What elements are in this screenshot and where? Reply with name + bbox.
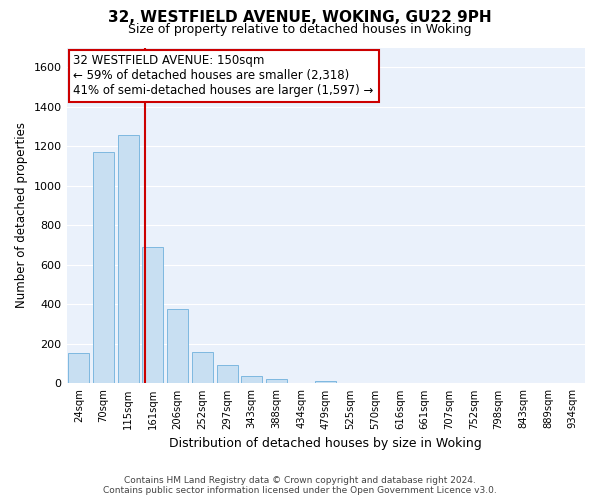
- Text: 32, WESTFIELD AVENUE, WOKING, GU22 9PH: 32, WESTFIELD AVENUE, WOKING, GU22 9PH: [108, 10, 492, 25]
- Bar: [217, 365, 238, 384]
- Bar: [93, 152, 114, 384]
- Bar: [266, 379, 287, 384]
- Bar: [118, 135, 139, 384]
- Text: Contains HM Land Registry data © Crown copyright and database right 2024.
Contai: Contains HM Land Registry data © Crown c…: [103, 476, 497, 495]
- Y-axis label: Number of detached properties: Number of detached properties: [15, 122, 28, 308]
- Bar: [142, 248, 163, 384]
- Bar: [192, 352, 213, 384]
- Bar: [315, 380, 336, 384]
- Bar: [241, 376, 262, 384]
- Bar: [68, 354, 89, 384]
- Text: 32 WESTFIELD AVENUE: 150sqm
← 59% of detached houses are smaller (2,318)
41% of : 32 WESTFIELD AVENUE: 150sqm ← 59% of det…: [73, 54, 374, 98]
- Bar: [167, 310, 188, 384]
- Text: Size of property relative to detached houses in Woking: Size of property relative to detached ho…: [128, 22, 472, 36]
- X-axis label: Distribution of detached houses by size in Woking: Distribution of detached houses by size …: [169, 437, 482, 450]
